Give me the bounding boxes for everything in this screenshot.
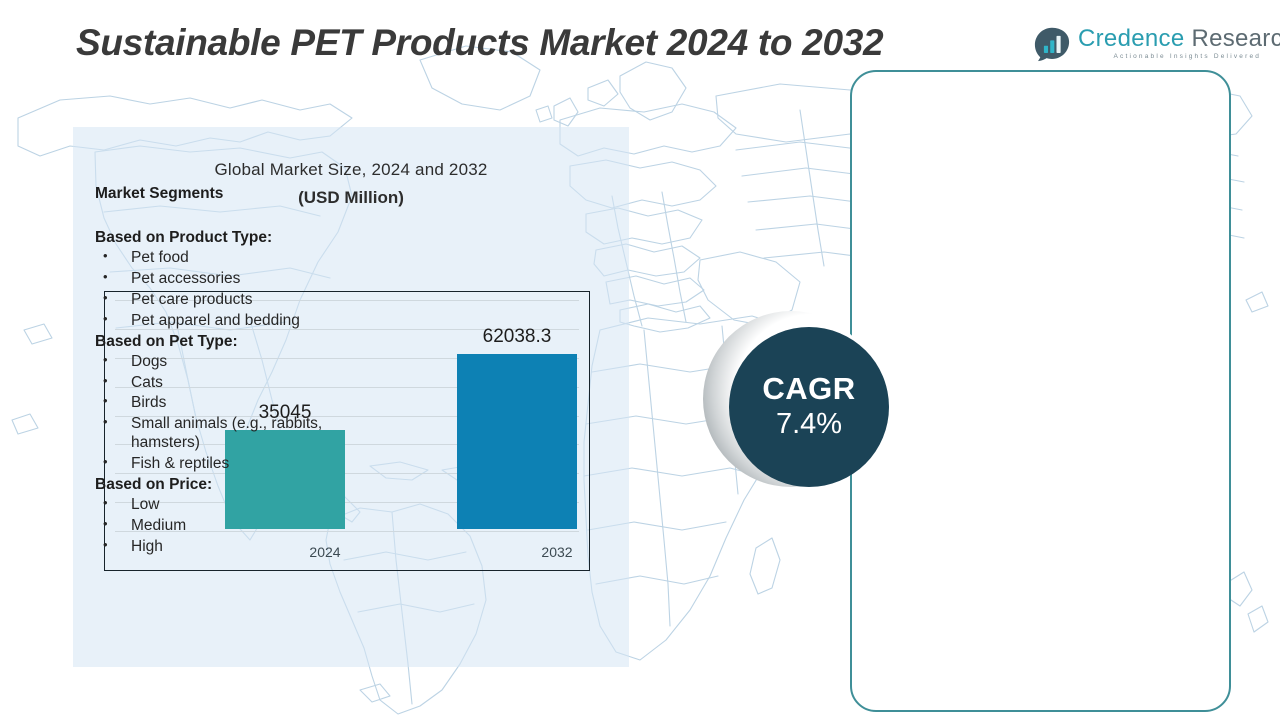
brand-logo: Credence Research Actionable Insights De…	[1034, 26, 1280, 62]
chart-heading: Global Market Size, 2024 and 2032 (USD M…	[73, 160, 629, 208]
category-label-2032: 2032	[541, 544, 573, 560]
segment-list-item: Pet food	[95, 248, 395, 268]
cagr-badge: CAGR 7.4%	[703, 311, 893, 501]
segment-list: Pet foodPet accessoriesPet care products…	[95, 248, 395, 331]
market-segments-panel	[850, 70, 1231, 712]
segment-list-item: Pet accessories	[95, 269, 395, 289]
bar-group: 62038.3	[457, 326, 577, 529]
segments-title: Market Segments	[95, 185, 224, 202]
segment-list-item: Fish & reptiles	[95, 454, 395, 474]
segment-list-item: Dogs	[95, 352, 395, 372]
bar-chart-circle-logo-icon	[1034, 26, 1070, 62]
chart-heading-line2: (USD Million)	[298, 188, 404, 207]
segment-list-item: Birds	[95, 393, 395, 413]
segment-list-item: Pet apparel and bedding	[95, 311, 395, 331]
segment-list-item: Cats	[95, 373, 395, 393]
cagr-label: CAGR	[762, 371, 856, 407]
segment-list-item: Medium	[95, 516, 395, 536]
segment-list-item: High	[95, 537, 395, 557]
bar-2032	[457, 354, 577, 529]
cagr-value: 7.4%	[775, 407, 843, 440]
segment-list: LowMediumHigh	[95, 495, 395, 557]
logo-tagline: Actionable Insights Delivered	[1113, 53, 1262, 61]
segment-group-heading: Based on Product Type:	[95, 229, 273, 246]
cagr-circle: CAGR 7.4%	[729, 327, 889, 487]
page-title: Sustainable PET Products Market 2024 to …	[76, 22, 884, 63]
segment-list-item: Pet care products	[95, 290, 395, 310]
segment-group-heading: Based on Pet Type:	[95, 332, 238, 350]
bar-value-label-2032: 62038.3	[482, 326, 552, 347]
segment-list-item: Small animals (e.g., rabbits, hamsters)	[95, 414, 395, 453]
segment-list: DogsCatsBirdsSmall animals (e.g., rabbit…	[95, 352, 395, 474]
market-segments-content: Market Segments Based on Product Type: Pe…	[95, 185, 395, 559]
segment-group-heading: Based on Price:	[95, 476, 213, 494]
chart-heading-line1: Global Market Size, 2024 and 2032	[214, 160, 488, 179]
segment-groups: Based on Product Type: Pet foodPet access…	[95, 229, 395, 557]
logo-name-secondary: Research	[1191, 25, 1280, 53]
segment-list-item: Low	[95, 495, 395, 515]
logo-name-primary: Credence	[1078, 25, 1185, 53]
